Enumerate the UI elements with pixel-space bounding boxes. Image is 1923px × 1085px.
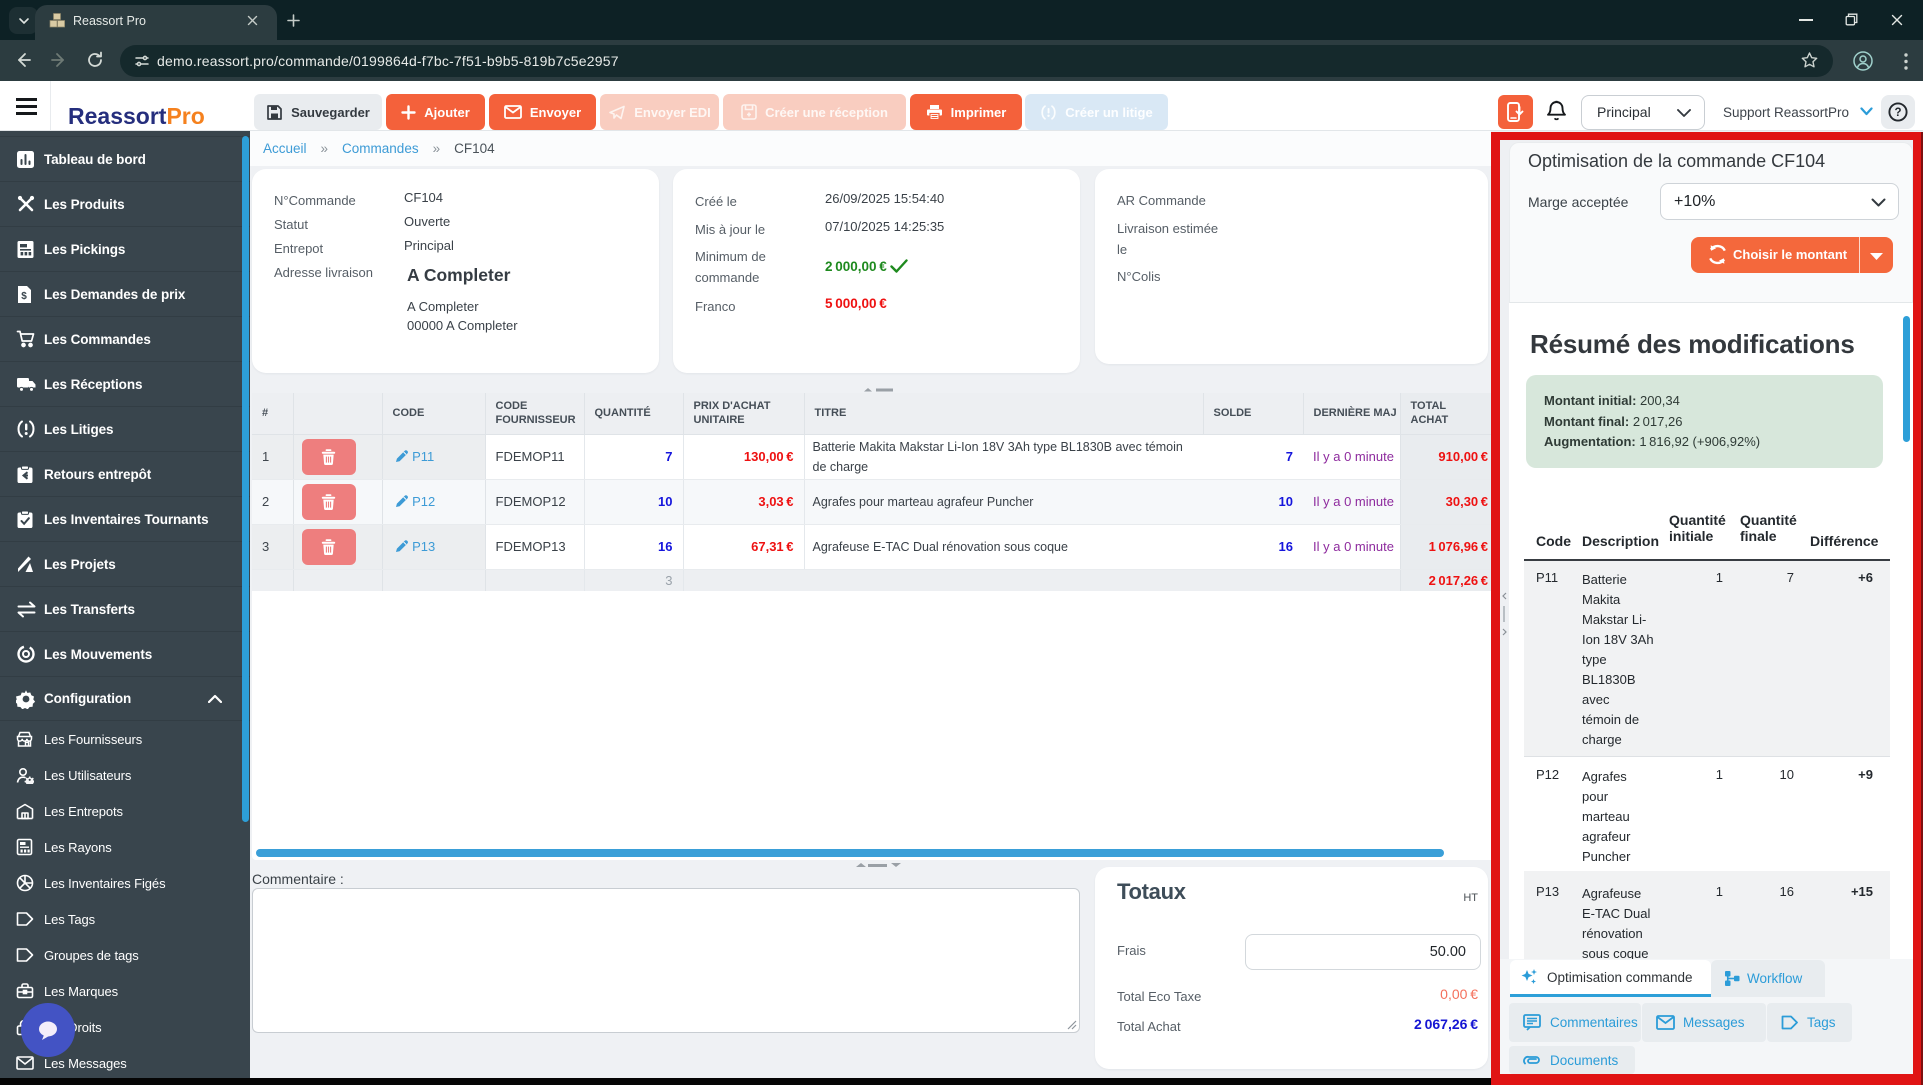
svg-text:$: $ [21,291,27,302]
svg-text:?: ? [1894,107,1901,119]
